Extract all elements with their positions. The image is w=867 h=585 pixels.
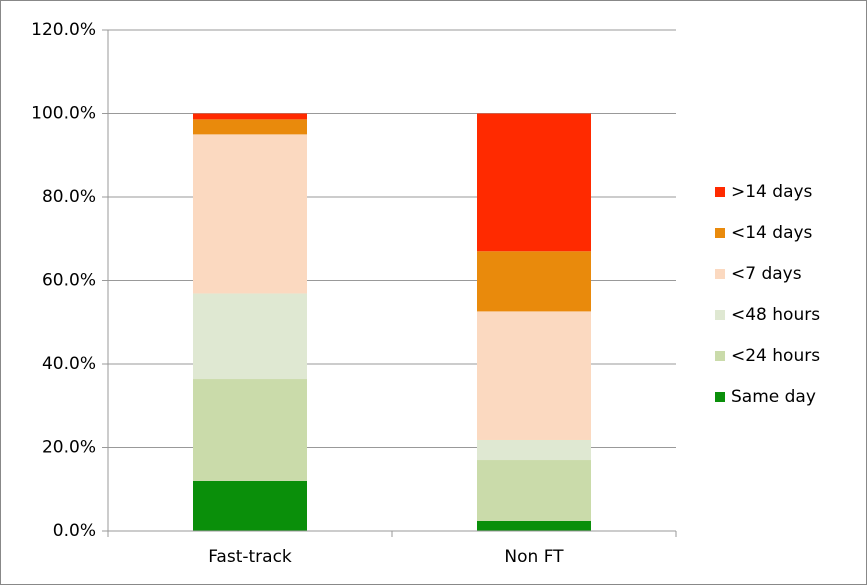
legend-swatch — [715, 269, 725, 279]
y-tick-label: 120.0% — [31, 20, 96, 40]
bar-segment — [193, 134, 307, 294]
legend-swatch — [715, 351, 725, 361]
legend-label: Same day — [731, 387, 816, 407]
bar-segment — [477, 251, 591, 312]
bar-segment — [477, 113, 591, 252]
bar-segment — [477, 311, 591, 440]
bar-segment — [193, 113, 307, 120]
bar-segment — [193, 480, 307, 531]
legend-label: >14 days — [731, 182, 813, 202]
x-tick-label: Non FT — [504, 547, 564, 567]
legend-label: <7 days — [731, 264, 802, 284]
legend-swatch — [715, 187, 725, 197]
y-tick-label: 100.0% — [31, 104, 96, 124]
bar-segment — [477, 460, 591, 521]
y-tick-label: 20.0% — [42, 438, 96, 458]
y-tick-label: 0.0% — [53, 521, 96, 541]
x-tick-label: Fast-track — [208, 547, 292, 567]
y-tick-label: 80.0% — [42, 187, 96, 207]
bar-segment — [193, 293, 307, 380]
legend-label: <48 hours — [731, 305, 820, 325]
legend-swatch — [715, 392, 725, 402]
legend-swatch — [715, 228, 725, 238]
legend-label: <14 days — [731, 223, 813, 243]
legend-label: <24 hours — [731, 346, 820, 366]
bar-segment — [477, 439, 591, 461]
bar-segment — [477, 520, 591, 531]
bar-segment — [193, 119, 307, 135]
bar-segment — [193, 379, 307, 481]
legend-swatch — [715, 310, 725, 320]
y-tick-label: 40.0% — [42, 354, 96, 374]
y-tick-label: 60.0% — [42, 271, 96, 291]
